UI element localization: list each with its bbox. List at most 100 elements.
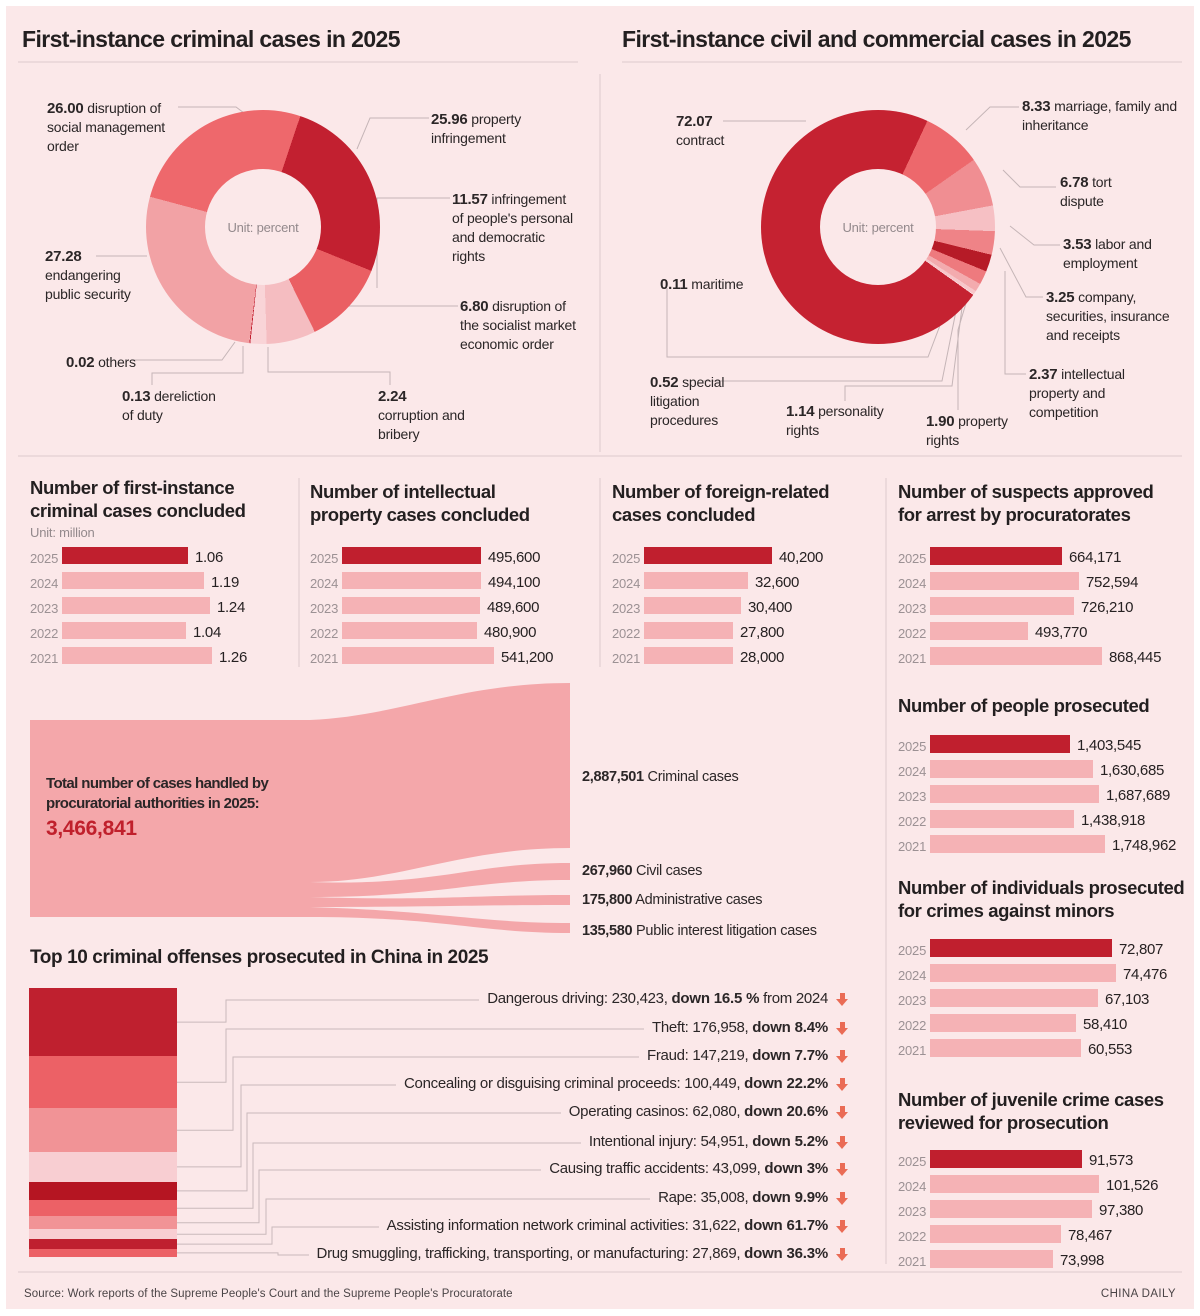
bar-criminal_cases_concluded-2023: [62, 597, 210, 614]
top10-bar-segment-7: [29, 1216, 177, 1230]
donut-leader-line: [131, 341, 236, 361]
donut-hole: Unit: percent: [820, 169, 936, 285]
donut-chart-civil_commercial_donut: Unit: percent: [761, 110, 995, 344]
top10-connector-line: [177, 1028, 644, 1083]
bar-prosecuted_crimes_against_minors-2024: [930, 964, 1116, 982]
top10-item-label: Dangerous driving: 230,423, down 16.5 % …: [487, 990, 828, 1007]
bar-year-label: 2023: [898, 993, 927, 1008]
bar-criminal_cases_concluded-2021: [62, 647, 212, 664]
bar-year-label: 2024: [898, 576, 927, 591]
top10-connector-line: [177, 1198, 650, 1235]
bar-value-label: 101,526: [1106, 1177, 1159, 1194]
bar-year-label: 2021: [898, 1043, 927, 1058]
down-arrow-icon: [836, 1163, 849, 1176]
bar-people_prosecuted-2021: [930, 835, 1105, 853]
bar-year-label: 2024: [310, 576, 339, 591]
bar-value-label: 1,438,918: [1081, 812, 1146, 829]
donut-leader-line: [151, 346, 244, 385]
sankey-flow-label: 175,800 Administrative cases: [582, 892, 763, 908]
bar-foreign_related_cases_concluded-2021: [644, 647, 733, 664]
top10-item-label: Theft: 176,958, down 8.4%: [652, 1019, 828, 1036]
donut-slice-label: 0.52 special litigation procedures: [650, 374, 725, 428]
donut-slice-label: 11.57 infringement of people's personal …: [452, 191, 573, 264]
donut-unit-label: Unit: percent: [842, 219, 914, 235]
chart-title-ip_cases_concluded: Number of intellectual property cases con…: [310, 481, 530, 525]
top10-item-label: Operating casinos: 62,080, down 20.6%: [568, 1103, 828, 1120]
bar-criminal_cases_concluded-2022: [62, 622, 186, 639]
bar-year-label: 2023: [310, 601, 339, 616]
bar-prosecuted_crimes_against_minors-2021: [930, 1039, 1081, 1057]
donut-slice-label: 27.28 endangering public security: [45, 248, 131, 302]
bar-year-label: 2024: [898, 968, 927, 983]
bar-year-label: 2022: [898, 1229, 927, 1244]
top10-item-label: Concealing or disguising criminal procee…: [404, 1075, 828, 1092]
bar-value-label: 73,998: [1060, 1252, 1105, 1269]
bar-value-label: 1,687,689: [1106, 787, 1171, 804]
donut-slice-label: 72.07 contract: [676, 113, 725, 148]
sankey-flow-criminal-cases: [310, 683, 570, 882]
top10-connector-line: [177, 999, 479, 1023]
bar-prosecuted_crimes_against_minors-2023: [930, 989, 1098, 1007]
down-arrow-icon: [836, 1248, 849, 1261]
bar-value-label: 91,573: [1089, 1152, 1134, 1169]
bar-value-label: 67,103: [1105, 991, 1150, 1008]
bar-year-label: 2022: [898, 1018, 927, 1033]
bar-value-label: 494,100: [488, 574, 541, 591]
bar-value-label: 1.26: [219, 649, 247, 666]
top10-connector-line: [177, 1226, 379, 1245]
down-arrow-icon: [836, 1078, 849, 1091]
sankey-flow-civil-cases: [310, 863, 570, 897]
top10-bar-segment-6: [29, 1200, 177, 1217]
sankey-flow-public-interest-litigation-cases: [310, 907, 570, 933]
down-arrow-icon: [836, 993, 849, 1006]
bar-year-label: 2023: [898, 1204, 927, 1219]
bar-value-label: 97,380: [1099, 1202, 1144, 1219]
bar-criminal_cases_concluded-2025: [62, 547, 188, 564]
bar-ip_cases_concluded-2025: [342, 547, 481, 564]
donut-slice-label: 8.33 marriage, family and inheritance: [1022, 98, 1177, 133]
top10-item-label: Fraud: 147,219, down 7.7%: [647, 1047, 828, 1064]
bar-value-label: 72,807: [1119, 941, 1164, 958]
bar-year-label: 2025: [898, 739, 927, 754]
top10-bar-segment-5: [29, 1181, 177, 1201]
donut-slice-label: 3.53 labor and employment: [1063, 236, 1152, 271]
down-arrow-icon: [836, 1192, 849, 1205]
bar-value-label: 1.04: [193, 624, 221, 641]
bar-value-label: 1,748,962: [1112, 837, 1177, 854]
bar-year-label: 2023: [898, 789, 927, 804]
donut-slice-label: 1.14 personality rights: [786, 403, 884, 438]
top10-bar-segment-1: [29, 988, 177, 1057]
bar-year-label: 2025: [310, 551, 339, 566]
down-arrow-icon: [836, 1136, 849, 1149]
top10-bar-segment-9: [29, 1239, 177, 1249]
donut-slice-label: 0.13 dereliction of duty: [122, 388, 216, 423]
donut-slice-label: 2.37 intellectual property and competiti…: [1029, 366, 1125, 420]
top10-item-label: Rape: 35,008, down 9.9%: [658, 1189, 828, 1206]
top10-bar-segment-4: [29, 1152, 177, 1182]
top10-connector-line: [177, 1169, 541, 1224]
sankey-source-block: [30, 720, 310, 917]
bar-year-label: 2022: [612, 626, 641, 641]
bar-year-label: 2024: [612, 576, 641, 591]
chart-title-suspects_approved_for_arrest: Number of suspects approved for arrest by…: [898, 481, 1154, 525]
bar-ip_cases_concluded-2023: [342, 597, 480, 614]
bar-year-label: 2025: [898, 551, 927, 566]
bar-year-label: 2022: [310, 626, 339, 641]
bar-year-label: 2023: [898, 601, 927, 616]
chart-title-prosecuted_crimes_against_minors: Number of individuals prosecuted for crim…: [898, 877, 1185, 921]
donut-slice-label: 3.25 company, securities, insurance and …: [1046, 289, 1170, 343]
bar-year-label: 2021: [898, 651, 927, 666]
top10-bar-segment-2: [29, 1056, 177, 1109]
bar-year-label: 2021: [30, 651, 59, 666]
bar-year-label: 2025: [898, 943, 927, 958]
bar-year-label: 2021: [310, 651, 339, 666]
bar-value-label: 868,445: [1109, 649, 1162, 666]
bar-year-label: 2024: [30, 576, 59, 591]
donut-leader-line: [666, 288, 951, 358]
bar-year-label: 2022: [898, 626, 927, 641]
top10-item-label: Assisting information network criminal a…: [386, 1217, 829, 1234]
top10-item-label: Drug smuggling, trafficking, transportin…: [316, 1245, 829, 1262]
bar-value-label: 752,594: [1086, 574, 1139, 591]
